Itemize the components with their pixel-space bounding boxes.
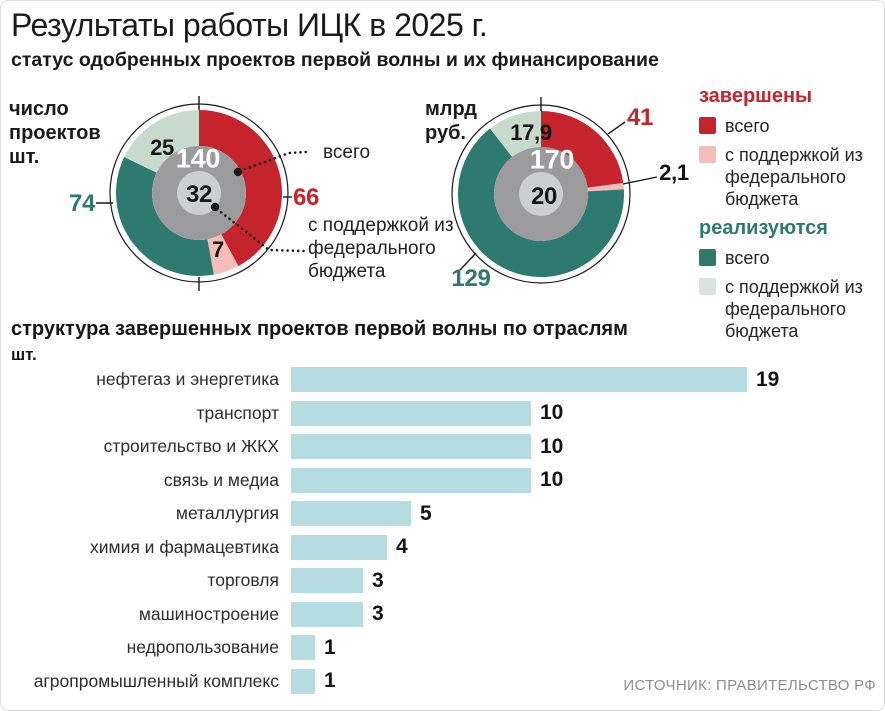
- legend-item-label: всего: [725, 248, 770, 268]
- bar-value-label: 1: [324, 669, 336, 693]
- bar: [291, 367, 747, 393]
- bar-value-label: 10: [540, 434, 564, 458]
- bar: [291, 501, 411, 527]
- legend-header-active: реализуются: [699, 217, 828, 239]
- bar-row: металлургия 5: [1, 497, 884, 531]
- bar-row: транспорт 10: [1, 397, 884, 431]
- donut-projects-active-federal-value: 25: [150, 135, 174, 160]
- bar-value-label: 19: [756, 367, 780, 391]
- bar-category-label: агропромышленный комплекс: [33, 670, 279, 691]
- legend-item-label: с поддержкой из федерального бюджета: [725, 145, 863, 209]
- bar: [291, 668, 315, 694]
- bar-row: агропромышленный комплекс 1: [1, 665, 884, 699]
- donut-projects-total-value: 140: [175, 143, 221, 174]
- bar-chart: нефтегаз и энергетика 19 транспорт 10 строит…: [1, 363, 884, 699]
- bar-category-label: связь и медиа: [163, 469, 279, 490]
- page-title: Результаты работы ИЦК в 2025 г.: [11, 7, 488, 43]
- bar-row: машиностроение 3: [1, 598, 884, 632]
- bar-value-label: 3: [372, 568, 384, 592]
- bar-row: строительство и ЖКХ 10: [1, 430, 884, 464]
- donut-money-federal-total-value: 20: [530, 183, 558, 210]
- legend-header-completed: завершены: [699, 85, 813, 107]
- bar-category-label: металлургия: [175, 503, 279, 524]
- bar-category-label: недропользование: [126, 637, 279, 658]
- bar-row: нефтегаз и энергетика 19: [1, 363, 884, 397]
- bar-category-label: транспорт: [196, 402, 279, 423]
- active-total-swatch-icon: [699, 249, 716, 266]
- bar-category-label: строительство и ЖКХ: [103, 436, 279, 457]
- donut-projects-unit-label: число проектов шт.: [9, 98, 101, 168]
- bar-row: недропользование 1: [1, 631, 884, 665]
- bar-chart-unit: шт.: [11, 345, 37, 364]
- donut-money-completed-federal-value: 2,1: [659, 160, 689, 185]
- source-note: ИСТОЧНИК: ПРАВИТЕЛЬСТВО РФ: [623, 677, 876, 694]
- legend-item-label: с поддержкой из федерального бюджета: [725, 277, 863, 341]
- bar-value-label: 10: [540, 468, 564, 492]
- callout-total-label: всего: [323, 142, 371, 163]
- legend-item-label: всего: [725, 116, 770, 136]
- completed-federal-swatch-icon: [699, 146, 716, 163]
- donut-projects-active-value: 74: [68, 190, 96, 217]
- donut-money-completed-value: 41: [626, 104, 654, 131]
- bar-value-label: 10: [540, 401, 564, 425]
- bar: [291, 467, 531, 493]
- bar-category-label: машиностроение: [138, 603, 279, 624]
- legend-item-completed-total: всего: [699, 115, 883, 137]
- bar-row: связь и медиа 10: [1, 464, 884, 498]
- bar-chart-title: структура завершенных проектов первой во…: [11, 318, 628, 340]
- legend-item-active-total: всего: [699, 247, 883, 269]
- bar: [291, 534, 387, 560]
- bar: [291, 635, 315, 661]
- bar-category-label: нефтегаз и энергетика: [96, 369, 279, 390]
- legend-item-active-federal: с поддержкой из федерального бюджета: [699, 276, 883, 342]
- donut-money-unit-label: млрд руб.: [425, 98, 477, 144]
- bar-category-label: химия и фармацевтика: [90, 536, 279, 557]
- bar-row: химия и фармацевтика 4: [1, 531, 884, 565]
- bar-row: торговля 3: [1, 564, 884, 598]
- legend: завершены всего с поддержкой из федераль…: [699, 85, 883, 342]
- donut-projects-federal-total-value: 32: [185, 181, 213, 208]
- donut-money-active-federal-value: 17,9: [510, 120, 552, 145]
- bar-value-label: 5: [420, 501, 432, 525]
- donut-projects-completed-value: 66: [292, 184, 320, 211]
- bar-value-label: 4: [396, 535, 408, 559]
- donut-projects-completed-federal-value: 7: [212, 237, 224, 262]
- page-subtitle: статус одобренных проектов первой волны …: [11, 49, 659, 71]
- bar-category-label: торговля: [207, 570, 279, 591]
- completed-total-swatch-icon: [699, 117, 716, 134]
- donut-money-total-value: 170: [529, 144, 575, 175]
- bar: [291, 601, 363, 627]
- bar: [291, 568, 363, 594]
- legend-item-completed-federal: с поддержкой из федерального бюджета: [699, 144, 883, 210]
- bar: [291, 434, 531, 460]
- active-federal-swatch-icon: [699, 278, 716, 295]
- bar: [291, 400, 531, 426]
- bar-value-label: 1: [324, 635, 336, 659]
- donut-money-active-value: 129: [451, 265, 491, 292]
- bar-value-label: 3: [372, 602, 384, 626]
- callout-federal-label: с поддержкой из федерального бюджета: [308, 215, 454, 282]
